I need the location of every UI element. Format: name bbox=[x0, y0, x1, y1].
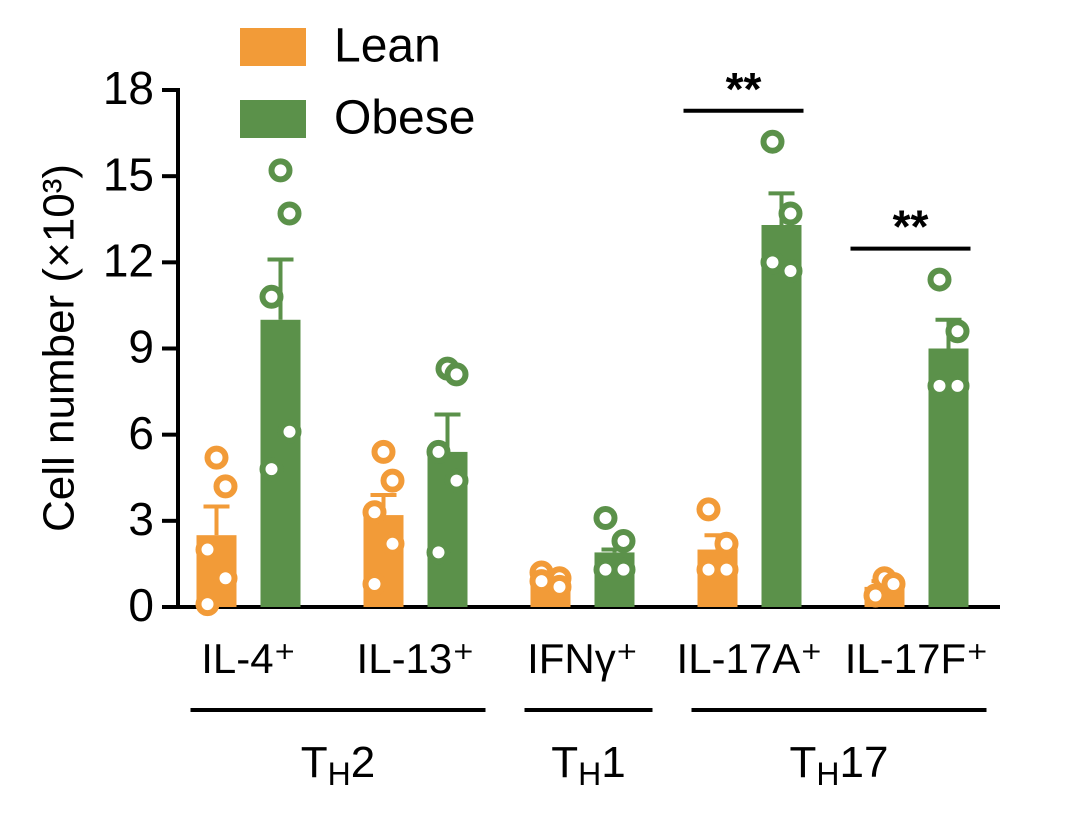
group-label: TH17 bbox=[790, 738, 889, 793]
data-point bbox=[277, 419, 302, 444]
data-point bbox=[444, 362, 469, 387]
data-point bbox=[611, 557, 636, 582]
data-point bbox=[277, 201, 302, 226]
x-tick-label: IL-4⁺ bbox=[201, 635, 296, 682]
data-point bbox=[760, 129, 785, 154]
data-point bbox=[259, 284, 284, 309]
y-tick-label: 18 bbox=[103, 62, 154, 114]
data-point bbox=[593, 505, 618, 530]
data-point bbox=[204, 445, 229, 470]
data-point bbox=[881, 572, 906, 597]
y-tick-label: 12 bbox=[103, 234, 154, 286]
data-point bbox=[611, 528, 636, 553]
x-tick-label: IL-13⁺ bbox=[357, 635, 475, 682]
y-tick-label: 0 bbox=[128, 579, 154, 631]
x-tick-label: IL-17A⁺ bbox=[677, 635, 823, 682]
data-point bbox=[426, 439, 451, 464]
data-point bbox=[259, 457, 284, 482]
data-point bbox=[213, 566, 238, 591]
data-point bbox=[547, 574, 572, 599]
x-tick-label: IL-17F⁺ bbox=[845, 635, 989, 682]
legend-label: Lean bbox=[334, 20, 441, 73]
y-tick-label: 15 bbox=[103, 148, 154, 200]
data-point bbox=[426, 540, 451, 565]
data-point bbox=[760, 250, 785, 275]
y-tick-label: 6 bbox=[128, 407, 154, 459]
data-point bbox=[927, 267, 952, 292]
data-point bbox=[213, 474, 238, 499]
y-tick-label: 9 bbox=[128, 321, 154, 373]
significance-label: ** bbox=[893, 201, 929, 253]
data-point bbox=[195, 537, 220, 562]
y-axis-label: Cell number (×10³) bbox=[35, 164, 84, 532]
data-point bbox=[380, 468, 405, 493]
data-point bbox=[195, 592, 220, 617]
data-point bbox=[362, 500, 387, 525]
data-point bbox=[696, 497, 721, 522]
data-point bbox=[863, 583, 888, 608]
data-point bbox=[778, 258, 803, 283]
bar bbox=[761, 224, 802, 607]
data-point bbox=[714, 531, 739, 556]
group-label: TH2 bbox=[301, 738, 375, 793]
x-tick-label: IFNγ⁺ bbox=[527, 635, 638, 682]
data-point bbox=[945, 373, 970, 398]
data-point bbox=[371, 439, 396, 464]
significance-label: ** bbox=[726, 63, 762, 115]
group-label: TH1 bbox=[551, 738, 625, 793]
data-point bbox=[380, 531, 405, 556]
data-point bbox=[945, 319, 970, 344]
legend-swatch bbox=[240, 100, 306, 138]
data-point bbox=[362, 572, 387, 597]
y-tick-label: 3 bbox=[128, 493, 154, 545]
data-point bbox=[268, 158, 293, 183]
legend-label: Obese bbox=[334, 92, 475, 145]
data-point bbox=[778, 201, 803, 226]
legend-swatch bbox=[240, 28, 306, 66]
data-point bbox=[444, 468, 469, 493]
data-point bbox=[714, 557, 739, 582]
